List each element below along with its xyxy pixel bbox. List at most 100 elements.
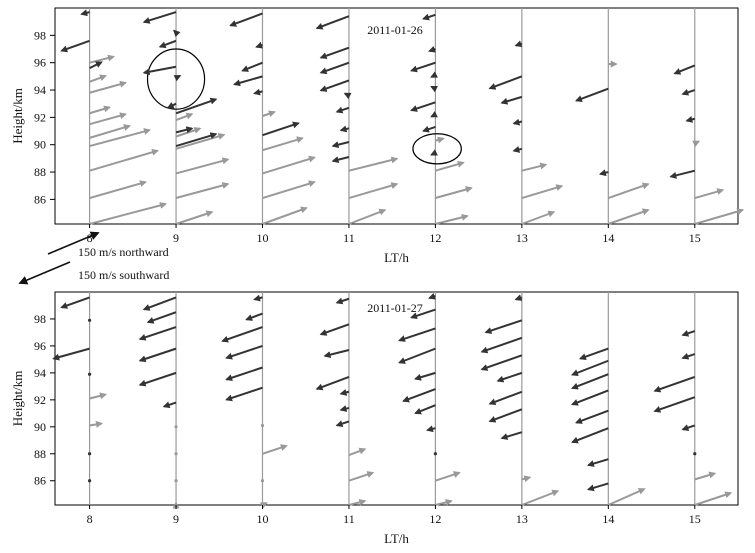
wind-vector (694, 471, 717, 481)
wind-vector (433, 452, 438, 456)
wind-vector (607, 182, 650, 199)
wind-vector (673, 64, 696, 75)
wind-vector (319, 61, 350, 75)
wind-vector (262, 121, 300, 137)
wind-vector (521, 210, 556, 225)
wind-vector (348, 471, 375, 482)
wind-vector (175, 97, 218, 115)
wind-vector (89, 61, 103, 70)
wind-vectors-bottom (52, 292, 733, 509)
wind-vector (488, 408, 523, 423)
wind-vector (262, 206, 308, 225)
x-tick-label: 10 (256, 512, 268, 526)
wind-vector (221, 326, 263, 343)
wind-vector (262, 110, 276, 118)
wind-vector (692, 140, 701, 147)
wind-vector (514, 40, 523, 48)
wind-vector (410, 61, 436, 73)
x-tick-label: 14 (602, 512, 614, 526)
wind-vector (173, 74, 182, 82)
wind-vector (430, 110, 438, 118)
y-tick-label: 94 (34, 366, 46, 380)
wind-vector (435, 136, 445, 144)
wind-vector (60, 39, 90, 53)
x-tick-label: 13 (516, 512, 528, 526)
wind-vector (138, 371, 177, 387)
wind-vector (586, 458, 609, 467)
wind-vector (87, 452, 92, 456)
x-tick-label: 12 (429, 231, 441, 245)
wind-vector (428, 45, 436, 53)
wind-vector (174, 425, 178, 429)
wind-vector (348, 447, 367, 457)
x-tick-label: 11 (343, 512, 355, 526)
wind-vector (89, 180, 147, 199)
wind-vector (681, 88, 696, 96)
wind-vector (262, 180, 316, 199)
wind-vector (575, 409, 609, 424)
wind-vector (398, 347, 436, 364)
wind-vector (319, 46, 350, 60)
y-axis-label-top: Height/km (10, 88, 25, 144)
wind-vectors-top (60, 9, 745, 225)
wind-vector (175, 112, 194, 122)
legend-northward-arrow (47, 231, 100, 255)
wind-vector (598, 169, 609, 177)
wind-vector (488, 390, 523, 406)
wind-vector (653, 375, 696, 393)
wind-vector (245, 312, 263, 321)
wind-vector (514, 294, 523, 301)
wind-vector (430, 149, 438, 156)
wind-vector (315, 375, 350, 391)
wind-vector (138, 347, 177, 363)
wind-vector (694, 491, 733, 506)
wind-vector (414, 404, 436, 415)
wind-vector (173, 29, 181, 38)
y-axis-label-bottom: Height/km (10, 371, 25, 427)
wind-vector (410, 101, 436, 112)
wind-vector (430, 85, 438, 93)
wind-vector (175, 210, 214, 225)
x-tick-label: 8 (87, 512, 93, 526)
y-tick-label: 88 (34, 447, 46, 461)
wind-vector (521, 162, 548, 172)
wind-vector (225, 366, 263, 382)
highlight-circle (146, 48, 206, 110)
wind-vector (521, 184, 564, 199)
wind-vector (260, 423, 265, 428)
x-tick-label: 15 (689, 512, 701, 526)
x-tick-label: 9 (173, 231, 179, 245)
plot-frame-top (54, 7, 739, 225)
wind-vector (496, 371, 523, 383)
wind-vector (262, 136, 304, 152)
wind-vector (253, 88, 263, 96)
wind-vector (175, 133, 226, 150)
date-label-top: 2011-01-26 (367, 23, 423, 37)
x-ticks-top: 8 9 10 11 12 13 14 15 (87, 224, 701, 245)
wind-vector (175, 126, 194, 134)
wind-vector (343, 92, 352, 100)
wind-vector (158, 39, 177, 49)
wind-vector (500, 431, 523, 440)
wind-vector (410, 308, 436, 320)
wind-vector (512, 146, 523, 153)
wind-vector (339, 405, 350, 412)
wind-vector (229, 12, 263, 27)
wind-vector (142, 11, 177, 24)
wind-vector (60, 296, 90, 309)
wind-vector (521, 489, 560, 506)
wind-vector (89, 112, 127, 126)
wind-vector (571, 359, 609, 376)
wind-vector (422, 13, 436, 21)
wind-vector (89, 148, 159, 172)
wind-vector (146, 311, 177, 324)
wind-vector (89, 420, 103, 428)
wind-vector (89, 54, 115, 64)
wind-vector (89, 105, 111, 115)
wind-vector (607, 488, 646, 506)
y-tick-label: 88 (34, 165, 46, 179)
legend-southward-arrow (18, 261, 71, 285)
wind-vector (571, 427, 609, 444)
y-tick-label: 94 (34, 83, 46, 97)
